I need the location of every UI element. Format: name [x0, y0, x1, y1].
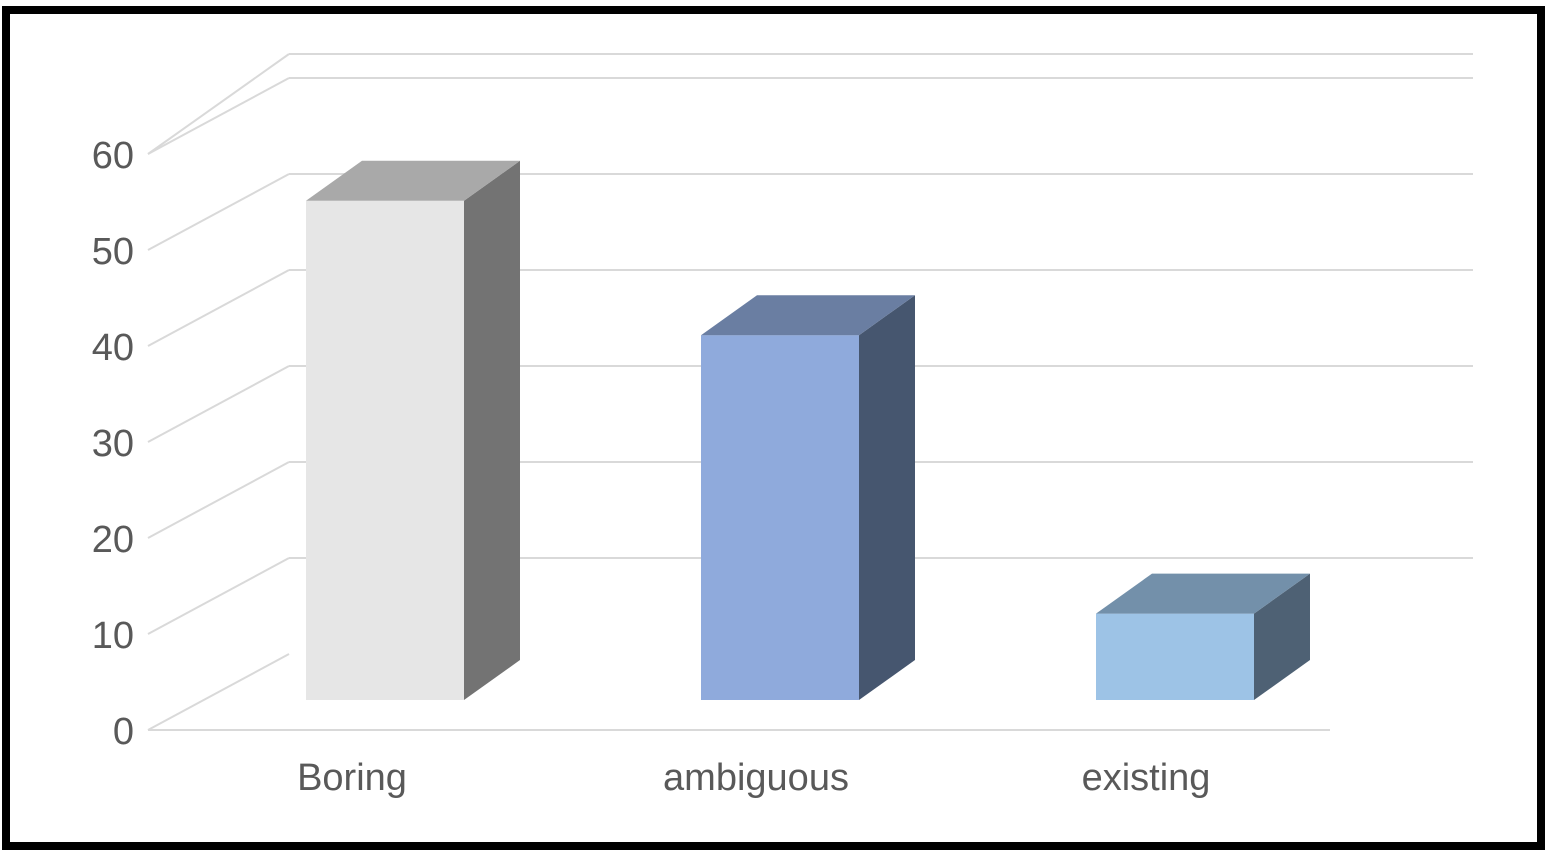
gridline-side-10 — [147, 557, 290, 635]
bar-top-boring — [306, 160, 520, 201]
labels-layer: 0 10 20 30 40 50 60 Boring ambiguous existing — [92, 135, 1211, 799]
x-category-label: ambiguous — [663, 757, 849, 799]
gridline-side-20 — [147, 461, 290, 539]
y-tick-label: 60 — [92, 135, 134, 177]
y-tick-label: 50 — [92, 231, 134, 273]
bar-front-ambiguous — [701, 335, 859, 700]
bar-top-existing — [1096, 573, 1310, 614]
bar-side-ambiguous — [859, 295, 915, 700]
bar-front-existing — [1096, 613, 1254, 700]
gridline-side-50 — [147, 173, 290, 251]
y-tick-label: 10 — [92, 615, 134, 657]
gridline-side-60 — [147, 77, 290, 155]
y-tick-label: 20 — [92, 519, 134, 561]
bar-front-boring — [306, 200, 464, 701]
y-tick-label: 0 — [113, 711, 134, 753]
bars-layer — [306, 160, 1310, 701]
bar-side-boring — [464, 160, 520, 701]
bar-top-ambiguous — [701, 295, 915, 336]
x-category-label: existing — [1082, 757, 1211, 799]
gridline-side-40 — [147, 269, 290, 347]
y-tick-label: 30 — [92, 423, 134, 465]
gridline-side-top — [147, 53, 290, 155]
y-tick-label: 40 — [92, 327, 134, 369]
gridline-side-0 — [147, 653, 290, 731]
x-category-label: Boring — [297, 757, 407, 799]
bar-side-existing — [1254, 573, 1310, 700]
gridline-side-30 — [147, 365, 290, 443]
